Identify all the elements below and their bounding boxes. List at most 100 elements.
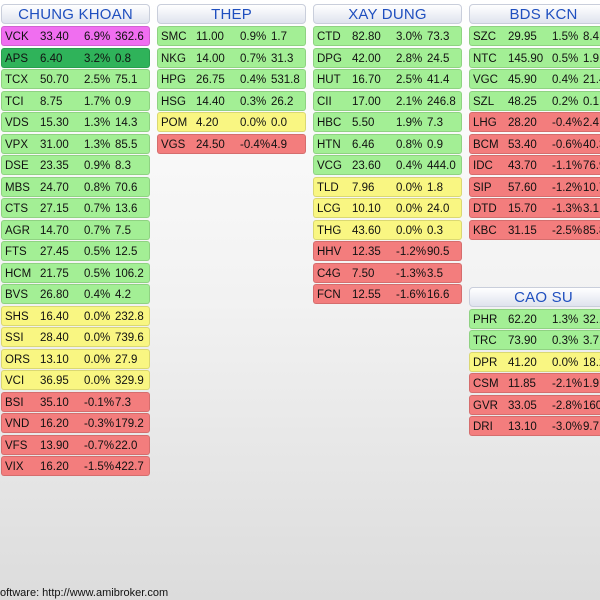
stock-row[interactable]: TRC 73.90 0.3% 3.7 (469, 330, 600, 350)
stock-volume: 14.3 (115, 117, 138, 129)
stock-volume: 160. (583, 399, 600, 412)
stock-row[interactable]: SIP 57.60 -1.2%10.7 (469, 176, 600, 197)
stock-row[interactable]: VCK 33.40 6.9% 362.6 (1, 26, 150, 46)
stock-row[interactable]: NTC 145.90 0.5% 1.9 (469, 47, 600, 68)
stock-change: 0.7% (84, 203, 111, 215)
stock-row[interactable]: VGS 24.50 -0.4% 4.9 (157, 133, 306, 154)
stock-change: 0.0% (84, 332, 111, 344)
stock-symbol: ORS (5, 353, 30, 366)
stock-row[interactable]: HTN 6.46 0.8% 0.9 (313, 133, 462, 154)
stock-row[interactable]: HBC 5.50 1.9% 7.3 (313, 112, 462, 132)
stock-row[interactable]: VFS 13.90 -0.7% 22.0 (1, 434, 150, 455)
stock-symbol: KBC (473, 224, 497, 237)
stock-row[interactable]: VCG 23.60 0.4% 444.0 (313, 155, 462, 175)
stock-row[interactable]: BSI 35.10 -0.1% 7.3 (1, 391, 150, 412)
stock-row[interactable]: DRI 13.10 -3.0% 9.7 (469, 416, 600, 436)
stock-row[interactable]: VCI 36.95 0.0% 329.9 (1, 370, 150, 390)
stock-row[interactable]: HPG 26.75 0.4% 531.8 (157, 69, 306, 89)
stock-symbol: PHR (473, 313, 498, 326)
stock-row[interactable]: ORS 13.10 0.0% 27.9 (1, 348, 150, 369)
stock-row[interactable]: TCX 50.70 2.5% 75.1 (1, 69, 150, 89)
stock-row[interactable]: DTD 15.70 -1.3% 3.1 (469, 198, 600, 218)
stock-row[interactable]: BVS 26.80 0.4% 4.2 (1, 284, 150, 304)
stock-symbol: FCN (317, 289, 341, 301)
sector-header[interactable]: THEP (157, 4, 306, 24)
stock-row[interactable]: KBC 31.15 -2.5%85.8 (469, 219, 600, 240)
stock-price: 27.45 (40, 246, 69, 258)
stock-row[interactable]: APS 6.40 3.2% 0.8 (1, 47, 150, 68)
stock-row[interactable]: SZL 48.25 0.2% 0.1 (469, 90, 600, 111)
stock-row[interactable]: HHV 12.35 -1.2% 90.5 (313, 241, 462, 261)
stock-price: 5.50 (352, 117, 375, 129)
stock-symbol: LHG (473, 117, 497, 129)
stock-price: 48.25 (508, 95, 537, 108)
stock-row[interactable]: IDC 43.70 -1.1%76.9 (469, 155, 600, 175)
stock-row[interactable]: SSI 28.40 0.0% 739.6 (1, 327, 150, 347)
stock-volume: 24.5 (427, 52, 450, 65)
stock-symbol: CTD (317, 31, 341, 43)
stock-row[interactable]: C4G 7.50 -1.3% 3.5 (313, 262, 462, 283)
stock-volume: 1.9 (583, 52, 599, 65)
stock-row[interactable]: LHG 28.20 -0.4% 2.4 (469, 112, 600, 132)
sector-header[interactable]: XAY DUNG (313, 4, 462, 24)
stock-row[interactable]: SMC 11.00 0.9% 1.7 (157, 26, 306, 46)
stock-row[interactable]: CTS 27.15 0.7% 13.6 (1, 198, 150, 218)
stock-row[interactable]: SZC 29.95 1.5% 8.4 (469, 26, 600, 46)
stock-symbol: SZL (473, 95, 495, 108)
stock-row[interactable]: VND 16.20 -0.3% 179.2 (1, 413, 150, 433)
stock-symbol: NKG (161, 52, 186, 65)
stock-row[interactable]: VDS 15.30 1.3% 14.3 (1, 112, 150, 132)
stock-change: 3.0% (396, 31, 423, 43)
stock-symbol: BVS (5, 289, 29, 301)
stock-volume: 9.7 (583, 421, 599, 433)
stock-change: 0.4% (396, 160, 423, 172)
stock-price: 13.10 (40, 353, 69, 366)
stock-change: 0.0% (552, 356, 579, 369)
sector-header[interactable]: CHUNG KHOAN (1, 4, 150, 24)
stock-change: 0.9% (240, 31, 267, 43)
stock-row[interactable]: VIX 16.20 -1.5% 422.7 (1, 456, 150, 476)
stock-symbol: DPG (317, 52, 342, 65)
stock-volume: 329.9 (115, 375, 144, 387)
stock-row[interactable]: CII 17.00 2.1% 246.8 (313, 90, 462, 111)
stock-change: 0.7% (84, 224, 111, 237)
stock-symbol: APS (5, 52, 29, 65)
stock-row[interactable]: FCN 12.55 -1.6% 16.6 (313, 284, 462, 304)
sector-header[interactable]: CAO SU (469, 286, 600, 307)
stock-row[interactable]: NKG 14.00 0.7% 31.3 (157, 47, 306, 68)
stock-volume: 90.5 (427, 246, 450, 258)
sector-header[interactable]: BDS KCN (469, 4, 600, 24)
stock-row[interactable]: HUT 16.70 2.5% 41.4 (313, 69, 462, 89)
stock-price: 36.95 (40, 375, 69, 387)
stock-row[interactable]: THG 43.60 0.0% 0.3 (313, 219, 462, 240)
stock-volume: 0.8 (115, 52, 131, 65)
stock-row[interactable]: POM 4.20 0.0% 0.0 (157, 112, 306, 132)
stock-row[interactable]: TCI 8.75 1.7% 0.9 (1, 90, 150, 111)
stock-row[interactable]: AGR 14.70 0.7% 7.5 (1, 219, 150, 240)
stock-row[interactable]: FTS 27.45 0.5% 12.5 (1, 241, 150, 261)
stock-row[interactable]: HSG 14.40 0.3% 26.2 (157, 90, 306, 111)
stock-row[interactable]: PHR 62.20 1.3% 32.1 (469, 308, 600, 329)
stock-row[interactable]: GVR 33.05 -2.8%160. (469, 394, 600, 415)
stock-volume: 24.0 (427, 203, 450, 215)
stock-row[interactable]: VGC 45.90 0.4% 21.4 (469, 69, 600, 89)
stock-row[interactable]: CSM 11.85 -2.1% 1.9 (469, 373, 600, 393)
stock-row[interactable]: SHS 16.40 0.0% 232.8 (1, 305, 150, 326)
stock-row[interactable]: DSE 23.35 0.9% 8.3 (1, 155, 150, 175)
stock-row[interactable]: VPX 31.00 1.3% 85.5 (1, 133, 150, 154)
stock-row[interactable]: TLD 7.96 0.0% 1.8 (313, 176, 462, 197)
stock-price: 13.90 (40, 439, 69, 452)
stock-price: 23.35 (40, 160, 69, 172)
stock-row[interactable]: MBS 24.70 0.8% 70.6 (1, 176, 150, 197)
stock-volume: 739.6 (115, 332, 144, 344)
stock-row[interactable]: DPG 42.00 2.8% 24.5 (313, 47, 462, 68)
stock-row[interactable]: LCG 10.10 0.0% 24.0 (313, 198, 462, 218)
stock-volume: 0.0 (271, 117, 287, 129)
stock-volume: 3.1 (583, 203, 599, 215)
stock-row[interactable]: HCM 21.75 0.5% 106.2 (1, 262, 150, 283)
stock-row[interactable]: DPR 41.20 0.0% 18.2 (469, 351, 600, 372)
stock-price: 50.70 (40, 74, 69, 86)
stock-row[interactable]: CTD 82.80 3.0% 73.3 (313, 26, 462, 46)
sector-group: CHUNG KHOAN VCK 33.40 6.9% 362.6 APS 6.40 3.2% 0… (1, 4, 150, 476)
stock-row[interactable]: BCM 53.40 -0.6%40.3 (469, 133, 600, 154)
